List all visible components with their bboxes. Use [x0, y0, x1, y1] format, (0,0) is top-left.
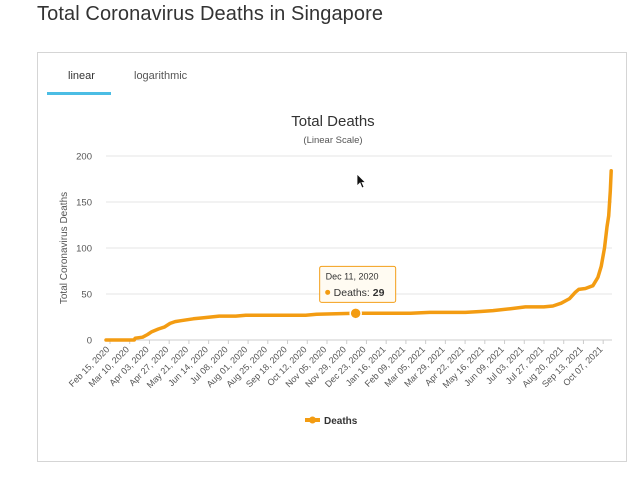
tooltip-date: Dec 11, 2020	[326, 271, 379, 281]
mouse-cursor-icon	[356, 173, 366, 189]
tooltip-series-name: Deaths:	[334, 287, 373, 299]
tab-linear[interactable]: linear	[68, 70, 95, 82]
y-tick-label: 50	[81, 290, 92, 301]
tooltip-series-dot	[325, 289, 331, 295]
tooltip-value-line: Deaths: 29	[334, 287, 385, 299]
active-tab-indicator	[47, 92, 111, 95]
legend[interactable]: Deaths	[305, 416, 358, 427]
series-line-deaths	[104, 168, 613, 342]
y-tick-label: 150	[76, 198, 92, 209]
chart-title: Total Deaths	[291, 113, 374, 130]
legend-marker	[309, 416, 316, 424]
chart-subtitle: (Linear Scale)	[303, 135, 362, 146]
series-deaths	[104, 168, 613, 342]
y-tick-label: 200	[76, 152, 92, 163]
chart-panel: linear logarithmic	[37, 52, 627, 462]
y-axis-label: Total Coronavirus Deaths	[59, 192, 70, 304]
legend-label-deaths: Deaths	[324, 416, 358, 427]
tooltip-value: 29	[373, 287, 385, 299]
y-tick-label: 0	[87, 336, 92, 347]
y-tick-labels: 0 50 100 150 200	[76, 152, 92, 347]
tooltip: Dec 11, 2020 Deaths: 29	[319, 265, 397, 320]
y-tick-label: 100	[76, 244, 92, 255]
hover-point-marker	[349, 307, 362, 320]
tab-logarithmic[interactable]: logarithmic	[134, 70, 188, 82]
page-title: Total Coronavirus Deaths in Singapore	[37, 3, 384, 25]
tooltip-box	[319, 265, 397, 303]
